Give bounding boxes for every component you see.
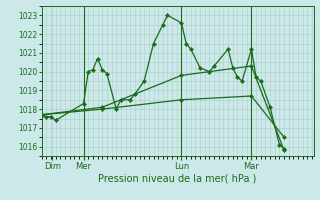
X-axis label: Pression niveau de la mer( hPa ): Pression niveau de la mer( hPa ) bbox=[99, 173, 257, 183]
